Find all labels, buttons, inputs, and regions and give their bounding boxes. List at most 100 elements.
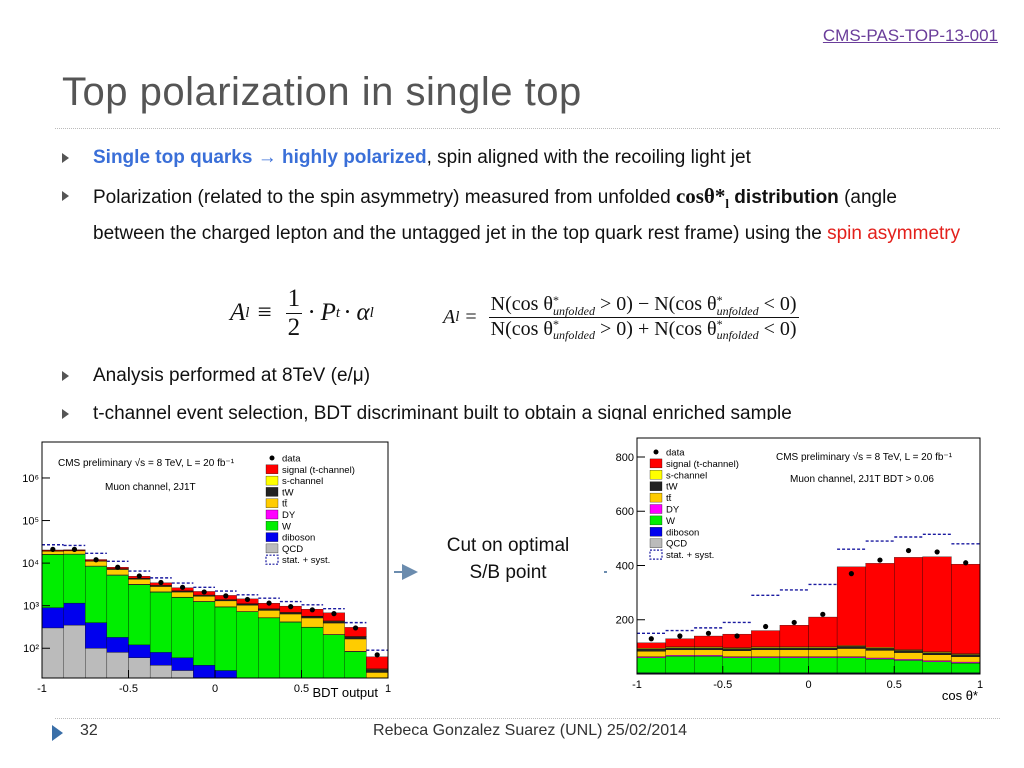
legend-label: W <box>666 516 675 527</box>
bullet-marker <box>62 153 69 163</box>
formula-text: l <box>245 304 250 321</box>
bullet: t-channel event selection, BDT discrimin… <box>93 399 963 429</box>
y-tick-label: 10² <box>23 643 39 655</box>
stack-segment <box>894 652 923 660</box>
formula-text: l <box>455 308 460 325</box>
data-point <box>763 623 769 630</box>
legend-label: signal (t-channel) <box>282 465 355 476</box>
stack-segment <box>922 556 952 652</box>
x-tick-label: 0.5 <box>294 683 309 695</box>
plot-area <box>42 544 388 678</box>
stack-segment <box>128 579 151 585</box>
legend-swatch <box>649 504 663 514</box>
stack-segment <box>865 563 895 648</box>
stack-segment <box>42 627 64 678</box>
data-point <box>266 600 272 606</box>
stack-segment <box>751 657 781 673</box>
page-number: 32 <box>80 722 98 739</box>
stack-segment <box>808 616 838 648</box>
stack-segment <box>894 557 923 650</box>
stack-segment <box>922 654 952 661</box>
formula-text: ≡ <box>257 299 272 326</box>
stack-segment <box>637 642 666 649</box>
formula-text: * <box>716 292 723 307</box>
legend-swatch <box>265 532 279 542</box>
stack-segment <box>637 657 666 673</box>
legend-marker <box>653 449 659 455</box>
data-point <box>705 630 712 636</box>
stack-segment <box>665 656 695 673</box>
stack-segment <box>128 644 151 658</box>
stack-segment <box>63 624 86 678</box>
legend-swatch <box>265 475 279 486</box>
legend-marker <box>269 455 275 461</box>
legend-label: diboson <box>666 527 699 538</box>
legend-swatch <box>265 543 279 554</box>
annotation: CMS preliminary √s = 8 TeV, L = 20 fb⁻¹ <box>58 457 235 469</box>
formula-text: * <box>553 292 560 307</box>
formula-text: < 0) <box>758 293 797 316</box>
data-point <box>820 611 826 617</box>
bullet-marker <box>62 409 69 419</box>
formula-text: = <box>465 305 477 328</box>
formula-text: > 0) − N(cos θ <box>595 293 717 316</box>
formula-text: unfolded <box>716 327 759 342</box>
formula-text: t <box>335 304 341 321</box>
stack-segment <box>236 611 259 678</box>
formula-script: * unfolded <box>553 292 595 317</box>
stack-segment <box>894 659 923 661</box>
bullet: Polarization (related to the spin asymme… <box>93 181 963 249</box>
y-tick-label: 10⁵ <box>22 516 39 528</box>
legend-swatch <box>649 470 663 480</box>
data-point <box>136 573 142 579</box>
stack-segment <box>836 656 866 658</box>
stack-segment <box>894 660 923 673</box>
stack-segment <box>665 649 695 656</box>
stack-segment <box>694 655 723 657</box>
annotation: Muon channel, 2J1T <box>105 482 196 493</box>
stack-segment <box>171 590 194 593</box>
legend-label: QCD <box>666 539 687 550</box>
data-point <box>648 636 654 642</box>
plot-area <box>637 533 980 674</box>
data-point <box>93 557 99 563</box>
data-point <box>288 604 294 610</box>
data-point <box>905 547 912 554</box>
data-point <box>734 633 740 639</box>
stack-segment <box>42 607 64 629</box>
divider <box>55 718 1000 719</box>
stack-segment <box>63 602 86 626</box>
stack-segment <box>808 656 838 658</box>
data-point <box>331 611 337 617</box>
stack-segment <box>808 647 838 651</box>
stack-segment <box>214 606 237 671</box>
x-tick-label: -1 <box>37 683 47 695</box>
stack-segment <box>865 657 895 660</box>
y-tick-label: 600 <box>616 506 634 518</box>
legend-label: tW <box>666 482 678 493</box>
stack-segment <box>149 652 172 666</box>
stack-segment <box>694 656 723 673</box>
data-point <box>50 546 56 552</box>
stack-segment <box>836 566 866 646</box>
stack-segment <box>751 656 781 658</box>
data-point <box>115 564 121 570</box>
formula-text: * <box>716 316 723 331</box>
legend-label: stat. + syst. <box>666 550 714 561</box>
stack-segment <box>106 575 129 638</box>
formula-text: · P <box>308 299 336 326</box>
bullet-text: cosθ* <box>675 184 726 208</box>
stack-segment <box>722 650 752 657</box>
stack-segment <box>366 669 388 673</box>
legend-label: stat. + syst. <box>282 555 330 566</box>
data-point <box>158 579 164 586</box>
data-point <box>848 571 854 577</box>
reference-link[interactable]: CMS-PAS-TOP-13-001 <box>822 26 998 45</box>
stack-segment <box>301 617 324 628</box>
stack-segment <box>951 563 980 654</box>
y-tick-label: 10⁴ <box>22 558 39 570</box>
stack-segment <box>193 665 216 678</box>
legend-label: s-channel <box>666 470 707 481</box>
